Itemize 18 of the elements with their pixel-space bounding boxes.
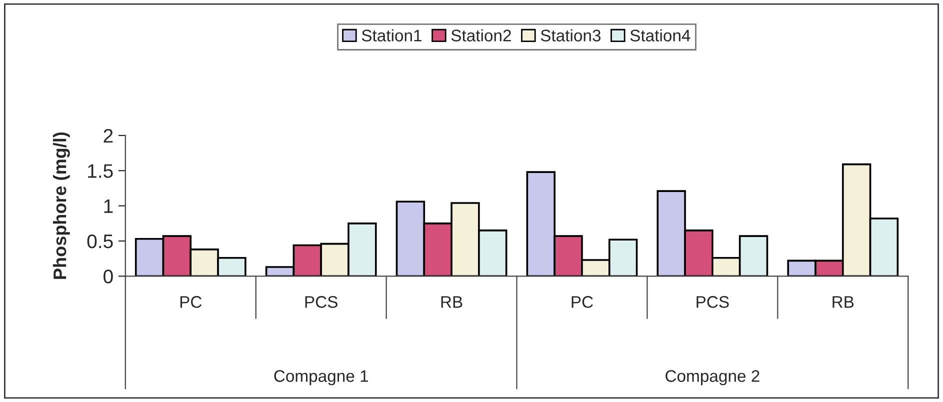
x-tick-label: PC [180, 296, 202, 308]
legend-label: Station3 [540, 29, 601, 42]
legend-label: Station2 [451, 29, 511, 42]
y-tick-label: 2 [104, 128, 113, 143]
y-tick-label: 0.5 [87, 234, 113, 248]
text: Compagne 2 [666, 370, 760, 386]
y-tick-label: 1.5 [88, 164, 113, 178]
x-tick-label: PCS [305, 296, 338, 308]
legend-label: Station4 [630, 29, 690, 42]
text: Compagne 1 [274, 370, 368, 386]
legend-label: Station1 [362, 29, 422, 42]
x-tick-label: PC [572, 296, 593, 308]
y-tick-label: 1 [104, 199, 113, 213]
x-tick-label: PCS [696, 296, 729, 308]
y-tick-label: 0 [104, 270, 113, 284]
x-tick-label: RB [441, 296, 462, 308]
x-tick-label: RB [832, 296, 854, 308]
y-axis-title: Phosphore (mg/l) [53, 132, 70, 279]
